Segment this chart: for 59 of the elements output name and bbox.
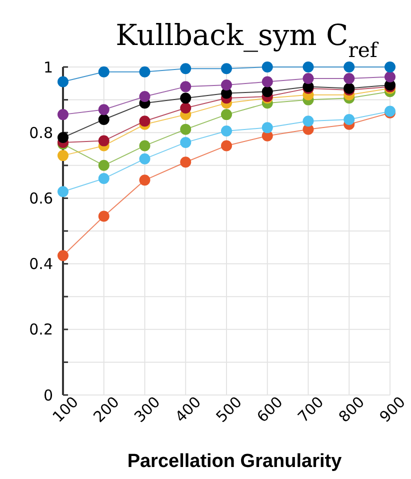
point (302, 62, 314, 72)
point (221, 109, 232, 120)
y-tick-label: 0.4 (29, 255, 53, 274)
point (98, 173, 110, 184)
point (262, 122, 273, 134)
point (98, 160, 110, 171)
x-tick-label: 300 (130, 392, 164, 426)
y-tick-label: 0.2 (29, 320, 53, 339)
y-tick-label: 0.8 (29, 124, 53, 142)
x-tick-label: 200 (90, 392, 123, 426)
point (58, 132, 68, 144)
point (139, 91, 150, 102)
x-tick-label: 800 (335, 392, 368, 426)
point (221, 140, 232, 152)
point (180, 81, 192, 92)
point (384, 71, 396, 82)
point (58, 250, 68, 262)
point (139, 153, 150, 164)
x-axis-title: Parcellation Granularity (127, 451, 342, 472)
point (139, 140, 150, 152)
point (139, 66, 150, 78)
point (221, 80, 232, 91)
point (344, 72, 355, 84)
point (180, 102, 192, 114)
chart-title: Kullback_sym C$_{ref}$ (116, 18, 379, 62)
point (262, 76, 273, 88)
point (58, 186, 68, 198)
point (58, 76, 68, 88)
point (98, 104, 110, 116)
point (180, 156, 192, 168)
x-tick-label: 500 (212, 392, 246, 426)
y-tick-label: 0.6 (29, 189, 53, 208)
point (262, 86, 273, 98)
y-tick-label: 1 (43, 58, 53, 76)
x-tick-label: 900 (376, 392, 409, 426)
y-tick-label: 0 (43, 386, 53, 404)
point (98, 135, 110, 146)
point (384, 62, 396, 72)
x-tick-label: 700 (294, 392, 328, 426)
point (58, 150, 68, 162)
x-tick-label: 600 (253, 392, 286, 426)
point (262, 62, 273, 72)
point (180, 92, 192, 104)
point (139, 174, 150, 186)
point (98, 114, 110, 125)
point (180, 63, 192, 74)
point (221, 125, 232, 136)
point (302, 72, 314, 84)
point (180, 136, 192, 148)
point (344, 62, 355, 72)
x-tick-label: 400 (172, 392, 205, 426)
point (98, 66, 110, 78)
point (98, 210, 110, 222)
point (58, 109, 68, 120)
point (302, 116, 314, 127)
point (180, 124, 192, 135)
point (221, 63, 232, 74)
point (344, 114, 355, 125)
point (139, 116, 150, 127)
